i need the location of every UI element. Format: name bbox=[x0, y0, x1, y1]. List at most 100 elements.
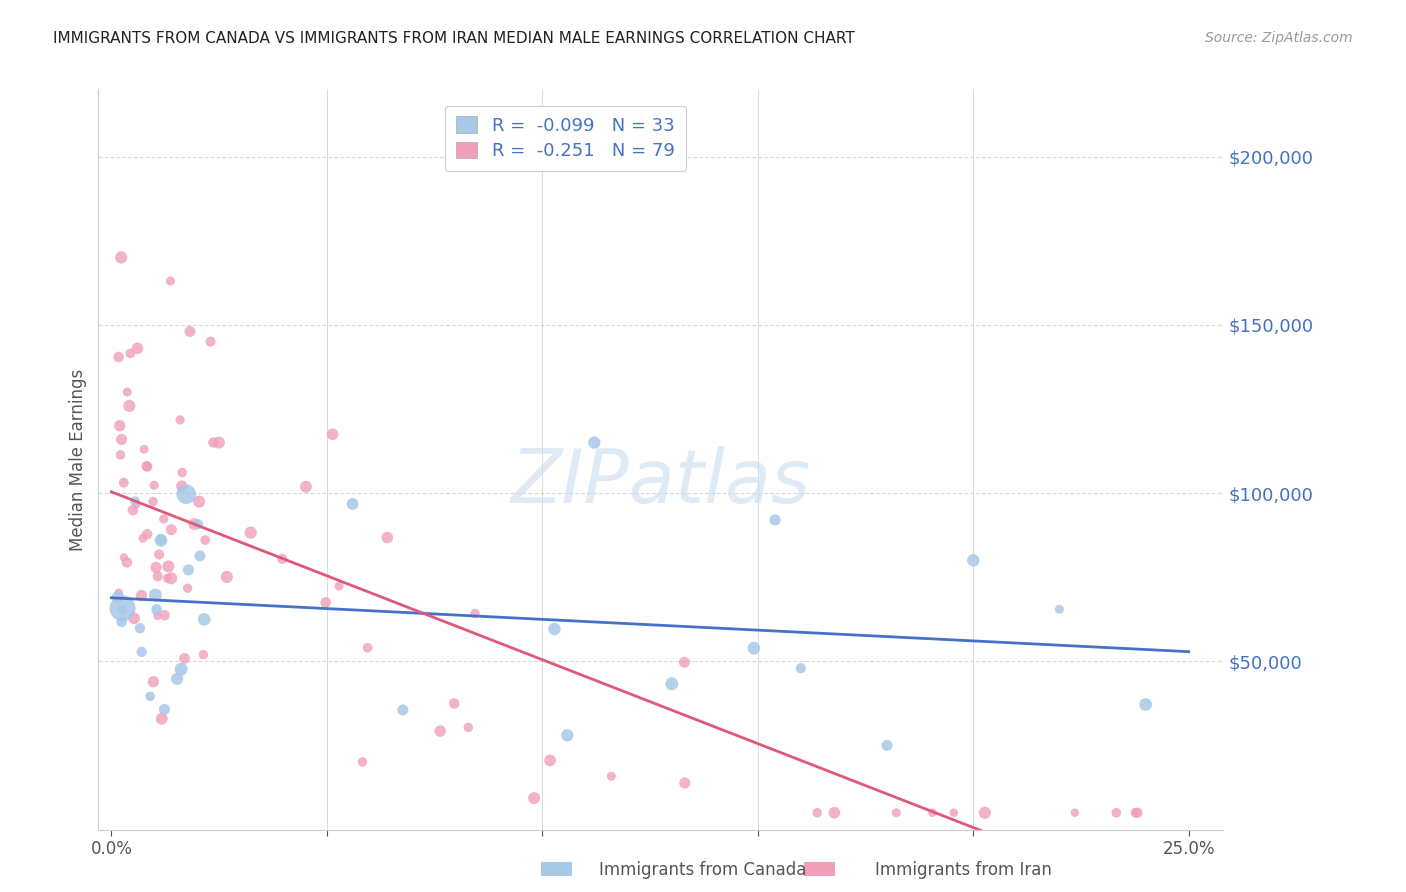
Point bbox=[557, 728, 579, 742]
Point bbox=[136, 459, 159, 474]
Point bbox=[1063, 805, 1085, 820]
Text: IMMIGRANTS FROM CANADA VS IMMIGRANTS FROM IRAN MEDIAN MALE EARNINGS CORRELATION : IMMIGRANTS FROM CANADA VS IMMIGRANTS FRO… bbox=[53, 31, 855, 46]
Point bbox=[142, 674, 165, 689]
Point bbox=[1135, 698, 1157, 712]
Point bbox=[876, 739, 898, 753]
Point bbox=[157, 559, 180, 574]
Point bbox=[115, 556, 138, 570]
Point bbox=[429, 724, 451, 739]
Point bbox=[145, 602, 167, 616]
Point bbox=[202, 435, 225, 450]
Point bbox=[108, 418, 131, 433]
Point bbox=[1049, 602, 1071, 616]
Point bbox=[973, 805, 995, 820]
Point bbox=[179, 325, 201, 339]
Point bbox=[125, 498, 148, 512]
Point bbox=[661, 677, 683, 691]
Point bbox=[194, 533, 217, 547]
Point bbox=[187, 517, 209, 532]
Point bbox=[142, 494, 165, 508]
Point bbox=[136, 527, 159, 541]
Point bbox=[160, 571, 183, 585]
Point bbox=[156, 571, 179, 585]
Point bbox=[150, 533, 173, 548]
Point bbox=[239, 525, 262, 540]
Point bbox=[169, 413, 191, 427]
Point bbox=[134, 442, 156, 457]
Point bbox=[884, 805, 907, 820]
Point bbox=[1125, 805, 1147, 820]
Point bbox=[183, 517, 205, 532]
Point bbox=[193, 612, 215, 626]
Point bbox=[110, 433, 132, 447]
Point bbox=[150, 712, 173, 726]
Point bbox=[108, 585, 131, 599]
Point bbox=[443, 697, 465, 711]
Point bbox=[122, 611, 145, 625]
Point bbox=[200, 334, 222, 349]
Text: Immigrants from Iran: Immigrants from Iran bbox=[875, 861, 1052, 879]
Point bbox=[146, 608, 169, 623]
Point bbox=[673, 656, 696, 670]
Point bbox=[375, 531, 398, 545]
Y-axis label: Median Male Earnings: Median Male Earnings bbox=[69, 368, 87, 550]
Point bbox=[763, 513, 786, 527]
Point bbox=[464, 607, 486, 621]
Point bbox=[673, 776, 696, 790]
Point bbox=[110, 448, 132, 462]
Point bbox=[107, 350, 129, 364]
Point bbox=[538, 753, 561, 767]
Point bbox=[172, 466, 194, 480]
Point bbox=[159, 274, 181, 288]
Point bbox=[112, 550, 135, 565]
Point bbox=[118, 399, 141, 413]
Point bbox=[583, 435, 606, 450]
Point bbox=[143, 588, 166, 602]
Point bbox=[188, 549, 211, 563]
Point bbox=[742, 641, 765, 656]
Point bbox=[170, 479, 193, 493]
Point bbox=[962, 553, 984, 567]
Point bbox=[790, 661, 813, 675]
Point bbox=[111, 615, 134, 629]
Point bbox=[543, 622, 565, 636]
Text: ZIPatlas: ZIPatlas bbox=[510, 446, 811, 517]
Point bbox=[149, 533, 172, 547]
Point bbox=[148, 548, 170, 562]
Point bbox=[315, 595, 337, 609]
Point bbox=[160, 523, 183, 537]
Point bbox=[132, 531, 155, 545]
Point bbox=[208, 435, 231, 450]
Point bbox=[166, 672, 188, 686]
Point bbox=[111, 602, 134, 616]
Point bbox=[145, 560, 167, 574]
Point bbox=[1105, 805, 1128, 820]
Point bbox=[131, 589, 153, 603]
Point bbox=[107, 590, 129, 604]
Point bbox=[111, 601, 134, 615]
Point bbox=[322, 427, 344, 442]
Point bbox=[942, 805, 965, 820]
Point bbox=[174, 487, 197, 501]
Point bbox=[295, 480, 318, 494]
Point bbox=[124, 494, 146, 508]
Point bbox=[153, 702, 176, 716]
Point bbox=[188, 494, 211, 508]
Point bbox=[127, 341, 149, 355]
Point bbox=[352, 755, 374, 769]
Point bbox=[115, 385, 138, 400]
Point bbox=[146, 569, 169, 583]
Point bbox=[139, 690, 162, 704]
Point bbox=[806, 805, 828, 820]
Point bbox=[135, 459, 157, 474]
Point bbox=[129, 621, 152, 635]
Point bbox=[392, 703, 415, 717]
Point bbox=[193, 648, 215, 662]
Point bbox=[170, 662, 193, 676]
Point bbox=[153, 608, 176, 623]
Text: Immigrants from Canada: Immigrants from Canada bbox=[599, 861, 807, 879]
Point bbox=[921, 805, 943, 820]
Point bbox=[110, 251, 132, 265]
Point bbox=[173, 651, 195, 665]
Point bbox=[122, 503, 145, 517]
